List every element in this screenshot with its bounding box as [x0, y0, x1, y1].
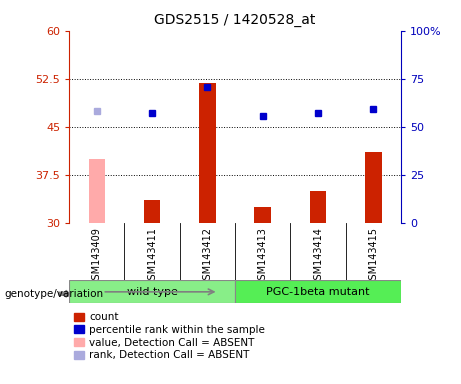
- Bar: [310, 191, 326, 223]
- FancyBboxPatch shape: [69, 280, 235, 303]
- FancyBboxPatch shape: [235, 280, 401, 303]
- Bar: [365, 152, 382, 223]
- Bar: [254, 207, 271, 223]
- Text: GSM143411: GSM143411: [147, 227, 157, 286]
- Bar: [199, 83, 216, 223]
- Text: GSM143415: GSM143415: [368, 227, 378, 286]
- Text: GSM143412: GSM143412: [202, 227, 213, 286]
- Text: GSM143409: GSM143409: [92, 227, 102, 286]
- Text: wild type: wild type: [127, 287, 177, 297]
- Text: GSM143413: GSM143413: [258, 227, 268, 286]
- Legend: count, percentile rank within the sample, value, Detection Call = ABSENT, rank, : count, percentile rank within the sample…: [74, 313, 265, 360]
- Text: genotype/variation: genotype/variation: [5, 289, 104, 299]
- Title: GDS2515 / 1420528_at: GDS2515 / 1420528_at: [154, 13, 316, 27]
- Text: PGC-1beta mutant: PGC-1beta mutant: [266, 287, 370, 297]
- Text: GSM143414: GSM143414: [313, 227, 323, 286]
- Bar: [144, 200, 160, 223]
- Bar: [89, 159, 105, 223]
